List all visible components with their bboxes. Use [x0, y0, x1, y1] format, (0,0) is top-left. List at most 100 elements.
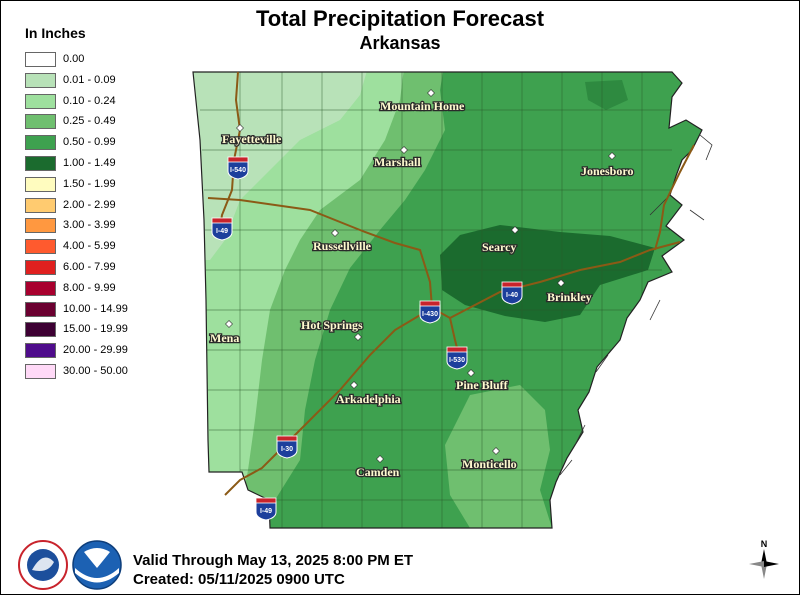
city-marker-icon	[376, 455, 384, 463]
legend-item: 6.00 - 7.99	[25, 260, 185, 278]
legend-swatch	[25, 343, 56, 359]
north-arrow-icon: N	[745, 538, 783, 584]
city-marker-icon	[427, 89, 435, 97]
city-label: Camden	[356, 465, 400, 479]
noaa-logo	[72, 540, 122, 590]
city-label: Brinkley	[547, 290, 592, 304]
legend-swatch	[25, 114, 56, 130]
city-label: Fayetteville	[222, 132, 282, 146]
county-lines	[200, 72, 676, 528]
legend-title: In Inches	[25, 25, 86, 41]
legend-item: 4.00 - 5.99	[25, 239, 185, 257]
legend-swatch	[25, 52, 56, 67]
city-marker-icon	[350, 381, 358, 389]
city-label: Arkadelphia	[336, 392, 401, 406]
city-label: Marshall	[374, 155, 421, 169]
legend-swatch	[25, 322, 56, 338]
city-label: Russellville	[313, 239, 372, 253]
city-label: Mountain Home	[380, 99, 465, 113]
legend-swatch	[25, 218, 56, 234]
legend-swatch	[25, 93, 56, 109]
city-label: Monticello	[462, 457, 517, 471]
legend-label: 0.50 - 0.99	[63, 136, 116, 149]
interstate-shield-icon: I-540	[227, 156, 249, 180]
interstate-label: I-49	[260, 508, 272, 515]
city-marker-icon	[557, 279, 565, 287]
legend-item: 3.00 - 3.99	[25, 218, 185, 236]
interstate-label: I-540	[230, 167, 246, 174]
north-label: N	[761, 539, 768, 549]
legend-item: 0.50 - 0.99	[25, 135, 185, 153]
nws-logo	[18, 540, 68, 590]
legend-swatch	[25, 156, 56, 171]
city-label: Mena	[210, 331, 239, 345]
interstate-shields: I-540 I-49 I-430 I-40 I-530 I-30 I-49	[211, 156, 523, 521]
legend-item: 0.01 - 0.09	[25, 72, 185, 91]
legend-item: 15.00 - 19.99	[25, 322, 185, 340]
city-marker-icon	[608, 152, 616, 160]
city-marker-icon	[331, 229, 339, 237]
legend-label: 0.00	[63, 53, 85, 65]
interstate-shield-icon: I-40	[501, 281, 523, 305]
created-text: Created: 05/11/2025 0900 UTC	[133, 571, 345, 588]
legend-item: 1.50 - 1.99	[25, 176, 185, 195]
interstate-label: I-49	[216, 228, 228, 235]
legend-label: 1.00 - 1.49	[63, 157, 116, 169]
legend-label: 0.10 - 0.24	[63, 94, 116, 107]
city-label: Searcy	[482, 240, 516, 254]
city-marker-icon	[225, 320, 233, 328]
state-outline	[192, 71, 703, 529]
legend-swatch	[25, 72, 56, 88]
legend-swatch	[25, 239, 56, 255]
legend-label: 0.01 - 0.09	[63, 73, 116, 86]
legend-label: 6.00 - 7.99	[63, 261, 116, 273]
city-marker-icon	[236, 124, 244, 132]
legend-swatch	[25, 176, 56, 192]
interstate-shield-icon: I-49	[255, 497, 277, 521]
interstate-shield-icon: I-530	[446, 346, 468, 370]
legend-swatch	[25, 364, 56, 379]
interstate-label: I-30	[281, 446, 293, 453]
legend-label: 15.00 - 19.99	[63, 323, 128, 336]
legend-item: 2.00 - 2.99	[25, 197, 185, 216]
legend-label: 4.00 - 5.99	[63, 240, 116, 253]
city-label: Jonesboro	[581, 164, 633, 178]
legend-item: 10.00 - 14.99	[25, 301, 185, 320]
neighbor-border	[559, 134, 713, 476]
legend-label: 8.00 - 9.99	[63, 281, 116, 294]
page-subtitle: Arkansas	[359, 33, 441, 53]
legend-item: 20.00 - 29.99	[25, 343, 185, 361]
city-label: Hot Springs	[301, 318, 363, 332]
legend-label: 3.00 - 3.99	[63, 219, 116, 232]
interstate-shield-icon: I-430	[419, 300, 441, 324]
legend-item: 30.00 - 50.00	[25, 364, 185, 382]
legend-item: 0.25 - 0.49	[25, 114, 185, 132]
interstate-shield-icon: I-49	[211, 217, 233, 241]
legend-label: 0.25 - 0.49	[63, 115, 116, 128]
city-markers: Mountain Home Fayetteville Marshall Jonesbo…	[209, 89, 635, 480]
legend-label: 20.00 - 29.99	[63, 344, 128, 357]
legend-swatch	[25, 197, 56, 213]
city-marker-icon	[354, 333, 362, 341]
city-label: Pine Bluff	[456, 378, 509, 392]
interstate-label: I-430	[422, 311, 438, 318]
legend-swatch	[25, 280, 56, 296]
city-marker-icon	[511, 226, 519, 234]
legend-item: 0.00	[25, 52, 185, 70]
legend-item: 0.10 - 0.24	[25, 93, 185, 112]
city-marker-icon	[492, 447, 500, 455]
legend-label: 1.50 - 1.99	[63, 177, 116, 190]
page-title: Total Precipitation Forecast	[255, 6, 545, 31]
legend-label: 10.00 - 14.99	[63, 302, 128, 315]
legend-swatch	[25, 135, 56, 151]
legend-item: 8.00 - 9.99	[25, 280, 185, 299]
interstate-label: I-40	[506, 292, 518, 299]
legend-item: 1.00 - 1.49	[25, 156, 185, 174]
city-marker-icon	[400, 146, 408, 154]
interstate-shield-icon: I-30	[276, 435, 298, 459]
city-marker-icon	[467, 369, 475, 377]
interstate-label: I-530	[449, 357, 465, 364]
legend-swatch	[25, 301, 56, 317]
legend-label: 30.00 - 50.00	[63, 365, 128, 377]
